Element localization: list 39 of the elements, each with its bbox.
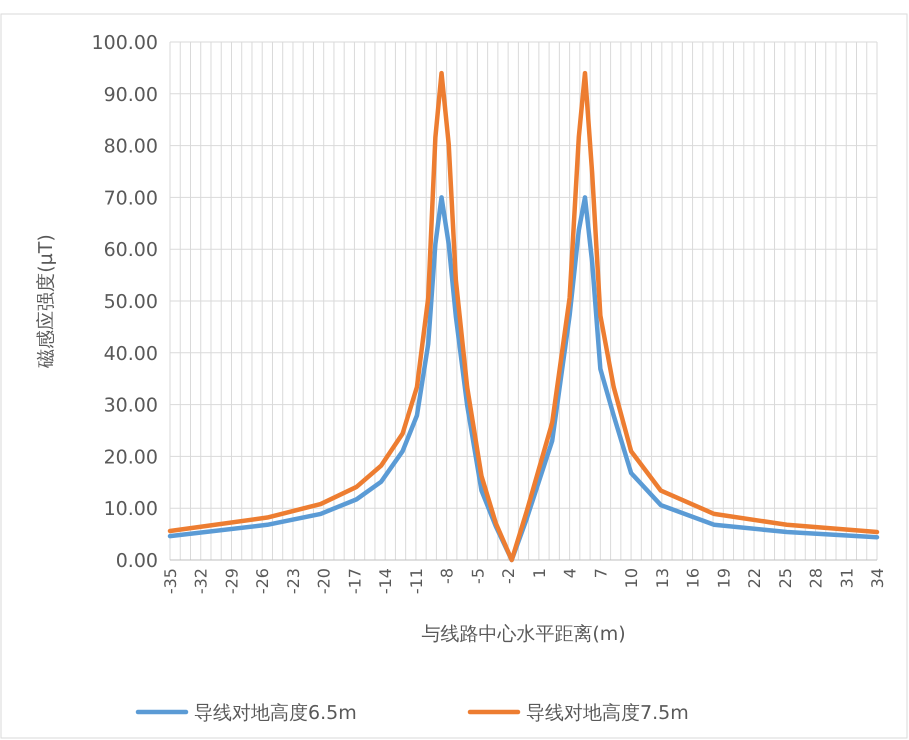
x-tick-label: 10 xyxy=(622,568,642,588)
x-tick-label: 22 xyxy=(745,568,764,588)
x-tick-label: 31 xyxy=(837,568,856,588)
y-tick-label: 100.00 xyxy=(92,32,158,54)
x-tick-label: -26 xyxy=(253,568,272,594)
legend-label: 导线对地高度7.5m xyxy=(526,702,689,724)
y-axis-title: 磁感应强度(μT) xyxy=(35,234,57,369)
y-tick-label: 70.00 xyxy=(104,187,158,210)
x-tick-label: -17 xyxy=(345,568,364,594)
legend-label: 导线对地高度6.5m xyxy=(194,702,357,724)
x-tick-label: -20 xyxy=(314,568,334,594)
y-tick-label: 0.00 xyxy=(116,550,158,572)
x-tick-label: 28 xyxy=(806,568,826,588)
x-tick-label: -32 xyxy=(192,568,211,594)
x-tick-label: 4 xyxy=(560,568,580,578)
y-tick-label: 90.00 xyxy=(104,84,158,106)
y-tick-label: 40.00 xyxy=(104,342,158,365)
x-tick-label: 1 xyxy=(530,568,549,578)
x-tick-label: 25 xyxy=(776,568,795,588)
x-tick-label: -23 xyxy=(284,568,303,594)
y-tick-label: 30.00 xyxy=(104,394,158,417)
x-tick-label: -2 xyxy=(499,568,518,584)
x-tick-label: -8 xyxy=(438,568,457,584)
x-tick-label: -29 xyxy=(222,568,242,594)
x-axis-title: 与线路中心水平距离(m) xyxy=(421,623,626,645)
y-tick-label: 10.00 xyxy=(104,498,158,520)
y-tick-label: 80.00 xyxy=(104,136,158,158)
x-tick-label: -35 xyxy=(161,568,180,594)
x-tick-label: 16 xyxy=(684,568,703,588)
x-tick-label: 34 xyxy=(868,568,887,588)
x-tick-label: 13 xyxy=(652,568,672,588)
y-tick-label: 60.00 xyxy=(104,239,158,262)
y-tick-label: 50.00 xyxy=(104,291,158,313)
x-tick-label: -5 xyxy=(468,568,488,584)
x-tick-label: 19 xyxy=(714,568,734,588)
x-tick-label: 7 xyxy=(591,568,610,578)
y-tick-label: 20.00 xyxy=(104,446,158,468)
x-tick-label: -11 xyxy=(406,568,426,594)
x-tick-label: -14 xyxy=(376,568,396,594)
